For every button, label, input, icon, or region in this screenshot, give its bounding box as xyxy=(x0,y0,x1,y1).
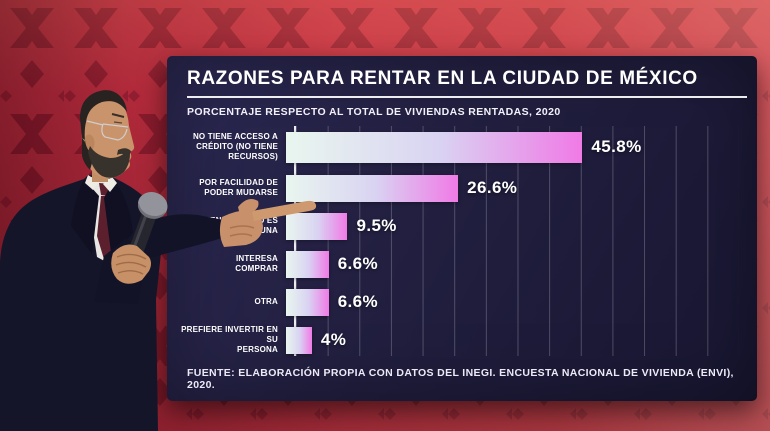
jacket-lapel xyxy=(71,179,99,254)
category-label: NO TIENE ACCESO A CRÉDITO (NO TIENE RECU… xyxy=(192,132,278,161)
bar-zone: 4% xyxy=(286,326,757,354)
bar-row: POR FACILIDAD DE PODER MUDARSE 26.6% xyxy=(167,169,757,207)
plot-grid xyxy=(294,126,739,356)
bar-zone: 6.6% xyxy=(286,250,757,278)
tie xyxy=(97,183,114,266)
chart-title: RAZONES PARA RENTAR EN LA CIUDAD DE MÉXI… xyxy=(187,68,698,89)
pointing-hand xyxy=(219,210,263,247)
bar-value: 6.6% xyxy=(337,292,379,311)
mic-hand xyxy=(111,244,151,284)
category-label: OTRA xyxy=(254,297,278,307)
beard xyxy=(88,146,130,178)
index-finger xyxy=(252,200,317,221)
mustache xyxy=(117,148,131,157)
category-label: PREFIERE INVERTIR EN SU PERSONA xyxy=(181,325,278,354)
title-underline xyxy=(187,96,747,98)
bar-value: 45.8% xyxy=(591,137,642,156)
mic-hand-fingers xyxy=(115,253,147,275)
presenter xyxy=(0,90,317,431)
pointing-arm-sleeve xyxy=(138,214,226,261)
curled-fingers xyxy=(229,225,255,237)
bar-fill xyxy=(286,288,329,316)
bar-zone: 26.6% xyxy=(286,174,757,202)
chart-subtitle: PORCENTAJE RESPECTO AL TOTAL DE VIVIENDA… xyxy=(187,106,561,118)
bar-row: PREFIERE INVERTIR EN SU PERSONA 4% xyxy=(167,321,757,359)
bar-zone: 45.8% xyxy=(286,131,757,163)
bar-fill xyxy=(286,131,583,163)
eyebrow xyxy=(111,113,125,118)
bar-fill xyxy=(286,212,348,240)
mic-windscreen-shade xyxy=(137,202,166,219)
thumb xyxy=(238,199,259,215)
hair xyxy=(80,90,127,170)
mic-windscreen xyxy=(137,192,168,219)
presentation-board: RAZONES PARA RENTAR EN LA CIUDAD DE MÉXI… xyxy=(167,56,757,401)
bar-fill xyxy=(286,250,329,278)
bar-zone: 6.6% xyxy=(286,288,757,316)
bar-row: INTERESA COMPRAR 6.6% xyxy=(167,245,757,283)
bar-value: 4% xyxy=(320,330,347,349)
eye xyxy=(113,121,123,124)
bar-value: 6.6% xyxy=(337,254,379,273)
bar-value: 26.6% xyxy=(467,178,518,197)
bar-zone: 9.5% xyxy=(286,212,757,240)
bar-value: 9.5% xyxy=(356,216,397,235)
bar-fill xyxy=(286,174,459,202)
category-label: INTERESA COMPRAR xyxy=(235,254,278,273)
bar-row: OTRA 6.6% xyxy=(167,283,757,321)
source-note: FUENTE: ELABORACIÓN PROPIA CON DATOS DEL… xyxy=(187,367,734,391)
bar-row: NO TIENE ACCESO A CRÉDITO (NO TIENE RECU… xyxy=(167,125,757,169)
glasses-icon xyxy=(86,120,129,141)
bar-fill xyxy=(286,326,312,354)
bar-chart: NO TIENE ACCESO A CRÉDITO (NO TIENE RECU… xyxy=(167,125,757,359)
category-label: POR FACILIDAD DE PODER MUDARSE xyxy=(199,178,278,197)
